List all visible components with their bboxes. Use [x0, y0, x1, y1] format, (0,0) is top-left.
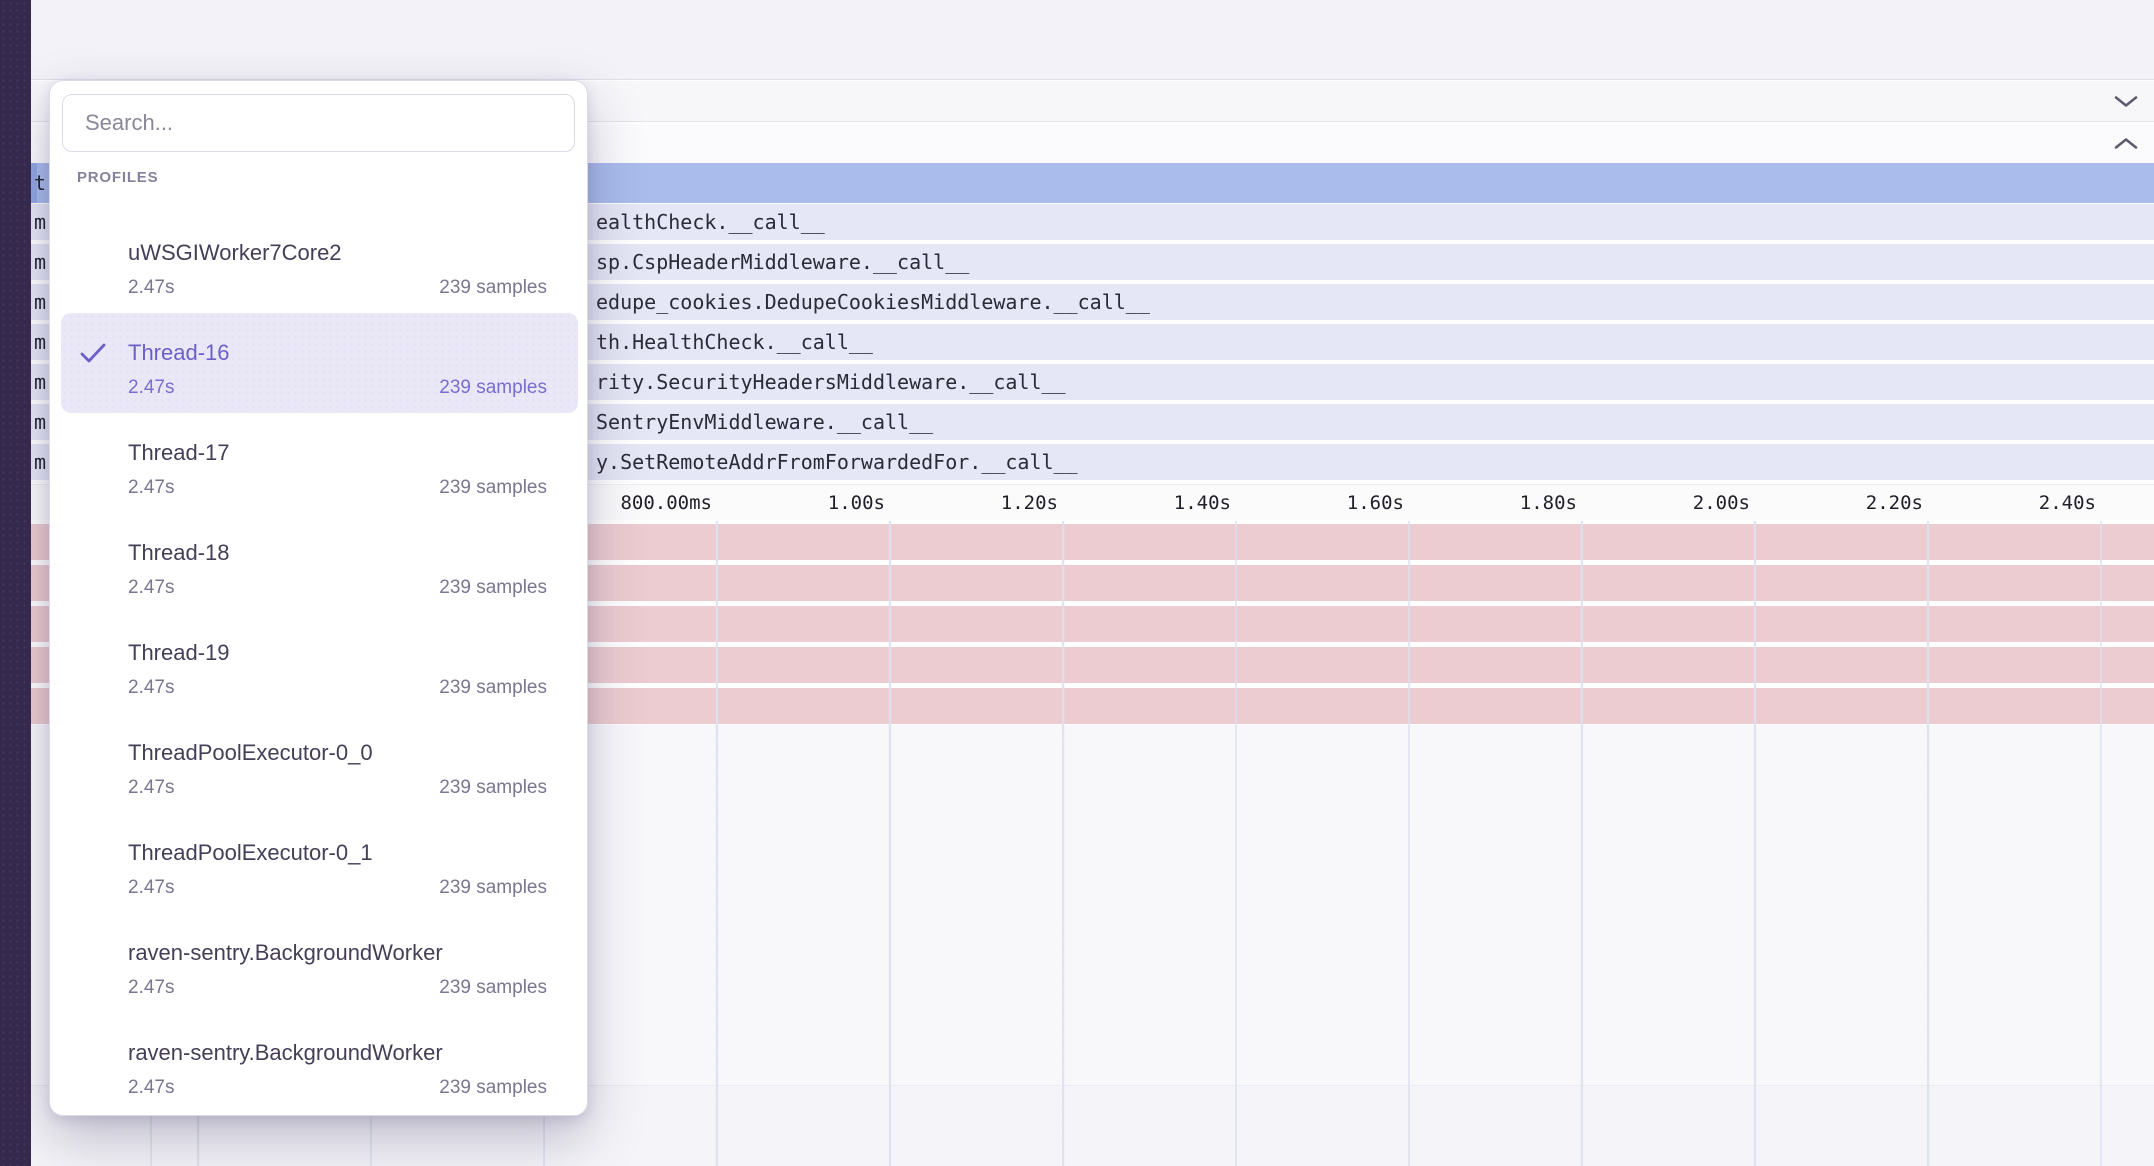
- profile-duration: 2.47s: [128, 477, 175, 498]
- chevron-down-icon[interactable]: [2114, 95, 2138, 108]
- frame-label: th.HealthCheck.__call__: [596, 330, 873, 354]
- profile-name: Thread-19: [128, 640, 230, 665]
- profile-samples: 239 samples: [439, 377, 547, 398]
- profile-name: Thread-16: [128, 340, 230, 365]
- frame-label: SentryEnvMiddleware.__call__: [596, 410, 934, 434]
- profile-samples: 239 samples: [439, 777, 547, 798]
- time-tick-label: 1.00s: [827, 492, 885, 514]
- frame-label: rity.SecurityHeadersMiddleware.__call__: [596, 370, 1066, 394]
- profile-duration: 2.47s: [128, 577, 175, 598]
- profile-duration: 2.47s: [128, 777, 175, 798]
- frame-edge-letter: m: [34, 450, 47, 474]
- profile-option[interactable]: Thread-18 2.47s 239 samples: [128, 539, 547, 599]
- profile-name: ThreadPoolExecutor-0_1: [128, 840, 373, 865]
- profile-samples: 239 samples: [439, 277, 547, 298]
- profile-option-selected[interactable]: Thread-16 2.47s 239 samples: [128, 339, 547, 399]
- profile-samples: 239 samples: [439, 977, 547, 998]
- time-tick-label: 2.00s: [1692, 492, 1750, 514]
- profile-samples: 239 samples: [439, 477, 547, 498]
- profile-name: Thread-18: [128, 540, 230, 565]
- profile-name: ThreadPoolExecutor-0_0: [128, 740, 373, 765]
- time-tick-label: 800.00ms: [620, 492, 712, 514]
- profile-samples: 239 samples: [439, 1077, 547, 1098]
- profile-option[interactable]: raven-sentry.BackgroundWorker 2.47s 239 …: [128, 939, 547, 999]
- chevron-up-icon[interactable]: [2114, 137, 2138, 150]
- frame-edge-letter: t: [34, 171, 47, 195]
- frame-edge-letter: m: [34, 250, 47, 274]
- selected-profile-highlight: [61, 313, 578, 413]
- checkmark-icon: [80, 343, 106, 365]
- profile-option[interactable]: ThreadPoolExecutor-0_0 2.47s 239 samples: [128, 739, 547, 799]
- time-tick-label: 1.40s: [1173, 492, 1231, 514]
- frame-label: y.SetRemoteAddrFromForwardedFor.__call__: [596, 450, 1078, 474]
- profile-option[interactable]: ThreadPoolExecutor-0_1 2.47s 239 samples: [128, 839, 547, 899]
- profile-option[interactable]: raven-sentry.BackgroundWorker 2.47s 239 …: [128, 1039, 547, 1099]
- profile-duration: 2.47s: [128, 1077, 175, 1098]
- profile-samples: 239 samples: [439, 677, 547, 698]
- profiles-search-placeholder: Search...: [85, 110, 174, 135]
- frame-edge-letter: m: [34, 370, 47, 394]
- profile-samples: 239 samples: [439, 877, 547, 898]
- app-side-rail: [0, 0, 31, 1166]
- frame-label: sp.CspHeaderMiddleware.__call__: [596, 250, 970, 274]
- time-tick-label: 1.80s: [1519, 492, 1577, 514]
- time-tick-label: 2.20s: [1865, 492, 1923, 514]
- profiles-search-input[interactable]: Search...: [62, 94, 575, 152]
- profile-duration: 2.47s: [128, 977, 175, 998]
- profile-samples: 239 samples: [439, 577, 547, 598]
- frame-edge-letter: m: [34, 290, 47, 314]
- profile-duration: 2.47s: [128, 677, 175, 698]
- frame-edge-letter: m: [34, 410, 47, 434]
- frame-edge-letter: m: [34, 330, 47, 354]
- profile-name: raven-sentry.BackgroundWorker: [128, 1040, 443, 1065]
- profile-name: uWSGIWorker7Core2: [128, 240, 342, 265]
- profile-option[interactable]: Thread-17 2.47s 239 samples: [128, 439, 547, 499]
- frame-bar-start: [31, 163, 37, 203]
- profile-option[interactable]: uWSGIWorker7Core2 2.47s 239 samples: [128, 239, 547, 299]
- profile-duration: 2.47s: [128, 277, 175, 298]
- frame-edge-letter: m: [34, 210, 47, 234]
- profile-name: Thread-17: [128, 440, 230, 465]
- profile-option[interactable]: Thread-19 2.47s 239 samples: [128, 639, 547, 699]
- profile-duration: 2.47s: [128, 877, 175, 898]
- profiles-dropdown-panel: Search... PROFILES uWSGIWorker7Core2 2.4…: [49, 80, 588, 1116]
- toolbar: [31, 0, 2154, 80]
- profile-duration: 2.47s: [128, 377, 175, 398]
- profile-name: raven-sentry.BackgroundWorker: [128, 940, 443, 965]
- time-tick-label: 2.40s: [2038, 492, 2096, 514]
- profiles-section-label: PROFILES: [77, 169, 159, 186]
- frame-label: edupe_cookies.DedupeCookiesMiddleware.__…: [596, 290, 1150, 314]
- time-tick-label: 1.60s: [1346, 492, 1404, 514]
- frame-label: ealthCheck.__call__: [596, 210, 825, 234]
- time-tick-label: 1.20s: [1000, 492, 1058, 514]
